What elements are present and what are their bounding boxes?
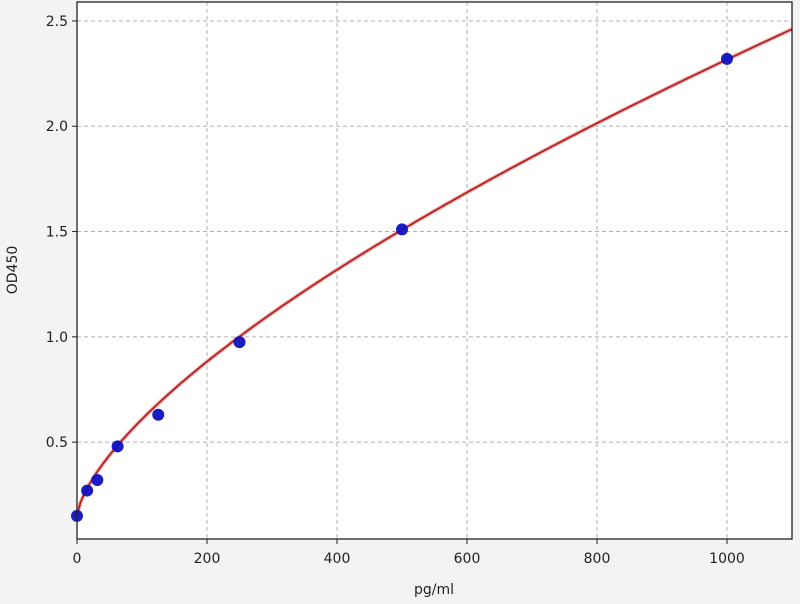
data-point [91, 474, 104, 487]
x-axis-ticks: 0 200 400 600 800 1000 [73, 539, 745, 567]
x-tick-label: 1000 [709, 551, 745, 567]
plot-frame [76, 1, 793, 540]
x-tick-label: 400 [324, 551, 351, 567]
y-tick-label: 0.5 [46, 435, 68, 451]
data-point [396, 223, 408, 236]
x-axis-label: pg/ml [414, 582, 454, 598]
y-tick-label: 2.0 [46, 119, 68, 135]
data-point [721, 52, 733, 65]
x-tick-label: 0 [73, 551, 82, 567]
y-axis-label: OD450 [5, 246, 21, 295]
x-tick-label: 600 [454, 551, 481, 567]
data-points [71, 52, 733, 522]
y-tick-label: 2.5 [46, 14, 68, 30]
fit-curve-line [76, 28, 793, 517]
x-tick-label: 200 [194, 551, 221, 567]
data-point [152, 408, 165, 421]
fit-curve [75, 27, 793, 517]
data-point [111, 440, 124, 453]
data-point [81, 484, 94, 497]
plot-area [77, 2, 792, 539]
x-tick-label: 800 [584, 551, 611, 567]
data-point [233, 336, 246, 349]
y-tick-label: 1.0 [46, 330, 68, 346]
y-tick-label: 1.5 [46, 225, 68, 241]
y-axis-ticks: 0.5 1.0 1.5 2.0 2.5 [46, 14, 77, 451]
